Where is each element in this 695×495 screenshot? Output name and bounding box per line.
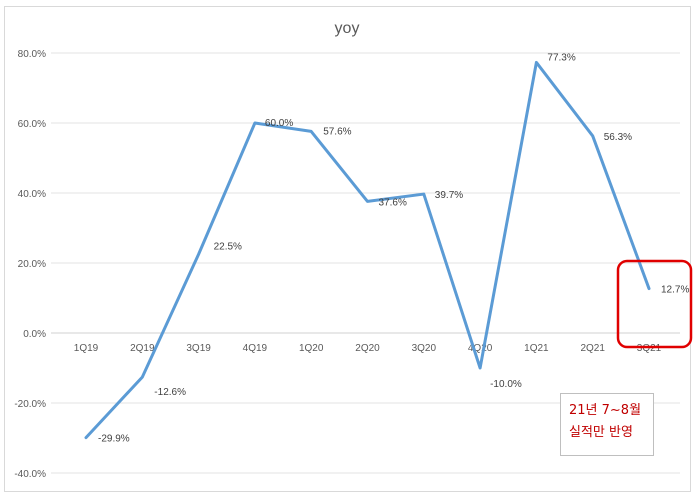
data-label: 60.0% (265, 118, 293, 129)
series (84, 60, 651, 440)
x-tick-label: 2Q20 (355, 343, 380, 354)
x-tick-label: 4Q19 (243, 343, 268, 354)
y-tick-label: 20.0% (18, 259, 46, 270)
x-tick-label: 3Q19 (186, 343, 211, 354)
y-tick-label: -20.0% (14, 399, 46, 410)
x-tick-label: 3Q21 (637, 343, 662, 354)
x-tick-label: 1Q19 (74, 343, 99, 354)
data-label: 39.7% (435, 190, 463, 201)
data-label: 57.6% (323, 126, 351, 137)
series-line (84, 60, 651, 440)
data-label: 12.7% (661, 285, 689, 296)
y-tick-label: -40.0% (14, 469, 46, 480)
x-tick-label: 2Q19 (130, 343, 155, 354)
data-label: 77.3% (547, 52, 575, 63)
data-labels: -29.9% -12.6% 22.5% 60.0% 57.6% 37.6% 39.7% -10… (98, 52, 689, 444)
x-tick-label: 2Q21 (580, 343, 605, 354)
data-label: -12.6% (154, 387, 186, 398)
annotation-line-2: 실적만 반영 (569, 425, 633, 440)
y-tick-label: 40.0% (18, 189, 46, 200)
data-label: -29.9% (98, 434, 130, 445)
x-tick-label: 3Q20 (412, 343, 437, 354)
y-axis-ticks: -40.0% -20.0% 0.0% 20.0% 40.0% 60.0% 80.0% (14, 49, 46, 480)
y-tick-label: 60.0% (18, 119, 46, 130)
data-label: 37.6% (379, 197, 407, 208)
data-label: 56.3% (604, 132, 632, 143)
chart-title: yoy (335, 20, 360, 37)
data-label: 22.5% (214, 241, 242, 252)
x-tick-label: 1Q20 (299, 343, 324, 354)
x-tick-label: 4Q20 (468, 343, 493, 354)
annotation-line-1: 21년 7~8월 (569, 403, 642, 418)
annotation-note: 21년 7~8월 실적만 반영 (560, 393, 654, 456)
x-tick-label: 1Q21 (524, 343, 549, 354)
highlight-box (616, 259, 693, 349)
y-tick-label: 0.0% (23, 329, 46, 340)
data-label: -10.0% (490, 379, 522, 390)
y-tick-label: 80.0% (18, 49, 46, 60)
x-axis-ticks: 1Q19 2Q19 3Q19 4Q19 1Q20 2Q20 3Q20 4Q20 1Q21 2Q21… (74, 343, 662, 354)
gridlines (51, 52, 680, 474)
